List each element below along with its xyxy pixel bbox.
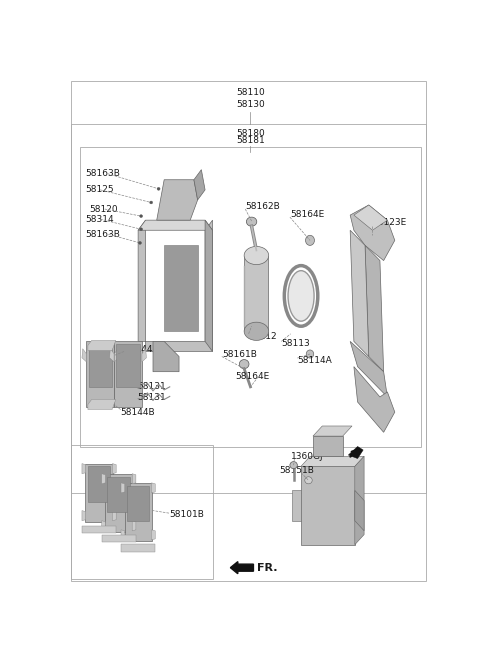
Polygon shape <box>86 341 114 407</box>
Polygon shape <box>124 483 152 541</box>
Ellipse shape <box>240 359 249 369</box>
Polygon shape <box>114 341 142 407</box>
Polygon shape <box>88 340 116 350</box>
Ellipse shape <box>306 236 314 245</box>
Polygon shape <box>348 447 363 459</box>
Text: 58181: 58181 <box>236 136 265 146</box>
Text: 58101B: 58101B <box>170 510 204 519</box>
Text: 58162B: 58162B <box>245 201 280 211</box>
Bar <box>71 124 426 493</box>
Polygon shape <box>82 464 85 474</box>
Text: 58164E: 58164E <box>235 372 269 381</box>
Polygon shape <box>205 220 213 352</box>
Bar <box>81 147 421 447</box>
Text: 58130: 58130 <box>236 100 265 110</box>
Polygon shape <box>301 457 364 466</box>
Polygon shape <box>244 256 268 331</box>
Ellipse shape <box>290 462 297 468</box>
Polygon shape <box>82 349 86 362</box>
Polygon shape <box>313 426 352 436</box>
Ellipse shape <box>244 322 269 340</box>
Polygon shape <box>102 521 106 531</box>
Text: 58114A: 58114A <box>297 356 332 365</box>
Ellipse shape <box>157 188 160 190</box>
Polygon shape <box>301 466 355 544</box>
Polygon shape <box>121 483 125 493</box>
Polygon shape <box>108 476 130 512</box>
Polygon shape <box>138 220 213 352</box>
Polygon shape <box>85 464 113 522</box>
Polygon shape <box>116 344 140 387</box>
Polygon shape <box>109 349 114 362</box>
Polygon shape <box>142 349 146 362</box>
Text: 58164E: 58164E <box>290 210 324 218</box>
Text: 58123E: 58123E <box>372 218 407 227</box>
Polygon shape <box>365 245 384 372</box>
Polygon shape <box>132 474 136 484</box>
Text: 58163B: 58163B <box>85 169 120 178</box>
Polygon shape <box>102 535 136 543</box>
Polygon shape <box>114 349 119 362</box>
Text: 58180: 58180 <box>236 129 265 138</box>
Ellipse shape <box>305 477 312 484</box>
Text: 58110: 58110 <box>236 89 265 97</box>
Polygon shape <box>105 474 132 532</box>
Text: FR.: FR. <box>257 563 277 573</box>
Polygon shape <box>354 367 395 432</box>
Polygon shape <box>350 205 395 260</box>
Polygon shape <box>89 344 112 387</box>
Text: 58112: 58112 <box>249 332 277 341</box>
Ellipse shape <box>139 241 142 244</box>
Polygon shape <box>121 544 155 552</box>
Text: 58131: 58131 <box>137 394 166 402</box>
Bar <box>71 445 213 579</box>
Polygon shape <box>313 436 343 457</box>
Ellipse shape <box>246 217 257 226</box>
Text: 58144B: 58144B <box>120 407 155 417</box>
Polygon shape <box>350 341 387 397</box>
Polygon shape <box>164 245 198 331</box>
Ellipse shape <box>140 228 143 231</box>
Polygon shape <box>138 220 213 230</box>
Text: 58131: 58131 <box>137 382 166 392</box>
Polygon shape <box>82 525 116 533</box>
Polygon shape <box>82 510 85 521</box>
Polygon shape <box>152 530 155 540</box>
Text: 58163B: 58163B <box>85 230 120 239</box>
Text: 1360GJ: 1360GJ <box>291 452 324 461</box>
FancyArrow shape <box>230 562 253 574</box>
Text: 58314: 58314 <box>85 215 114 224</box>
Polygon shape <box>121 530 125 540</box>
Polygon shape <box>354 205 387 230</box>
Polygon shape <box>153 341 179 372</box>
Text: 58161B: 58161B <box>222 350 257 359</box>
Ellipse shape <box>244 247 269 264</box>
Ellipse shape <box>306 350 314 358</box>
Text: 58125: 58125 <box>85 186 114 194</box>
Text: 58144B: 58144B <box>124 345 158 354</box>
Polygon shape <box>355 491 364 531</box>
Polygon shape <box>102 474 106 484</box>
Polygon shape <box>350 230 369 357</box>
Text: 58113: 58113 <box>281 339 310 348</box>
Polygon shape <box>355 457 364 544</box>
Polygon shape <box>156 180 198 220</box>
Ellipse shape <box>288 271 314 321</box>
Text: 58120: 58120 <box>90 205 119 214</box>
Polygon shape <box>127 485 149 521</box>
Ellipse shape <box>140 215 143 218</box>
Polygon shape <box>88 400 116 409</box>
Ellipse shape <box>150 201 153 204</box>
Polygon shape <box>132 521 136 531</box>
Polygon shape <box>152 483 155 493</box>
Text: 58151B: 58151B <box>279 466 314 475</box>
Polygon shape <box>88 466 110 502</box>
Polygon shape <box>112 510 116 521</box>
Polygon shape <box>194 170 205 200</box>
Polygon shape <box>291 491 301 521</box>
Polygon shape <box>112 464 116 474</box>
